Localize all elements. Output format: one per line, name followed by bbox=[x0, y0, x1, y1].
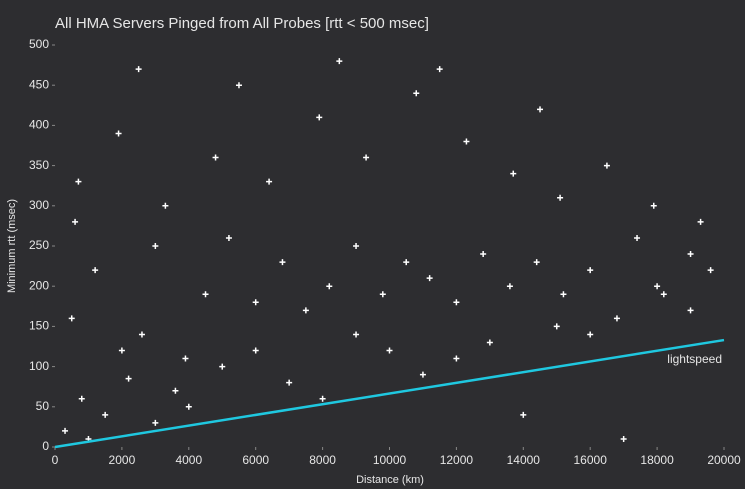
point bbox=[138, 331, 145, 338]
point bbox=[620, 435, 627, 442]
x-tick-label: 14000 bbox=[507, 453, 541, 467]
point bbox=[687, 251, 694, 258]
point bbox=[162, 202, 169, 209]
point bbox=[520, 411, 527, 418]
point bbox=[533, 259, 540, 266]
point bbox=[336, 58, 343, 65]
point bbox=[537, 106, 544, 113]
point bbox=[687, 307, 694, 314]
point bbox=[78, 395, 85, 402]
point bbox=[125, 375, 132, 382]
lightspeed-line bbox=[54, 338, 725, 449]
y-tick-label: 300 bbox=[29, 198, 49, 212]
point bbox=[212, 154, 219, 161]
point bbox=[650, 202, 657, 209]
point bbox=[266, 178, 273, 185]
point bbox=[613, 315, 620, 322]
lightspeed-label: lightspeed bbox=[667, 352, 722, 366]
point bbox=[302, 307, 309, 314]
point bbox=[654, 283, 661, 290]
point bbox=[172, 387, 179, 394]
x-tick-label: 18000 bbox=[640, 453, 674, 467]
x-tick-label: 12000 bbox=[440, 453, 474, 467]
point bbox=[480, 251, 487, 258]
y-tick-label: 50 bbox=[36, 399, 50, 413]
point bbox=[506, 283, 513, 290]
point bbox=[92, 267, 99, 274]
x-tick-label: 6000 bbox=[242, 453, 269, 467]
point bbox=[463, 138, 470, 145]
point bbox=[379, 291, 386, 298]
point bbox=[316, 114, 323, 121]
point bbox=[202, 291, 209, 298]
point bbox=[185, 403, 192, 410]
point bbox=[697, 218, 704, 225]
y-tick-label: 0 bbox=[42, 439, 49, 453]
point bbox=[634, 234, 641, 241]
point bbox=[353, 331, 360, 338]
point bbox=[118, 347, 125, 354]
x-tick-label: 0 bbox=[52, 453, 59, 467]
point bbox=[486, 339, 493, 346]
y-tick-label: 200 bbox=[29, 278, 49, 292]
y-tick-label: 150 bbox=[29, 319, 49, 333]
x-tick-label: 20000 bbox=[707, 453, 741, 467]
point bbox=[453, 299, 460, 306]
y-tick-label: 350 bbox=[29, 158, 49, 172]
point bbox=[419, 371, 426, 378]
y-tick-label: 400 bbox=[29, 118, 49, 132]
point bbox=[182, 355, 189, 362]
x-tick-label: 10000 bbox=[373, 453, 407, 467]
x-axis-label: Distance (km) bbox=[356, 474, 424, 486]
point bbox=[510, 170, 517, 177]
point bbox=[660, 291, 667, 298]
point bbox=[560, 291, 567, 298]
y-tick-label: 250 bbox=[29, 238, 49, 252]
point bbox=[353, 243, 360, 249]
x-tick-label: 2000 bbox=[109, 453, 136, 467]
point bbox=[252, 347, 259, 354]
y-tick-label: 450 bbox=[29, 77, 49, 91]
point bbox=[102, 411, 109, 418]
point bbox=[403, 259, 410, 266]
y-axis-label: Minimum rtt (msec) bbox=[6, 199, 18, 293]
point bbox=[453, 355, 460, 362]
point bbox=[426, 275, 433, 282]
x-tick-label: 8000 bbox=[309, 453, 336, 467]
y-tick-label: 100 bbox=[29, 359, 49, 373]
point bbox=[135, 66, 142, 73]
x-tick-label: 16000 bbox=[574, 453, 608, 467]
chart-title: All HMA Servers Pinged from All Probes [… bbox=[55, 15, 429, 32]
point bbox=[75, 178, 82, 185]
point bbox=[553, 323, 560, 330]
point bbox=[413, 90, 420, 97]
point bbox=[219, 363, 226, 370]
point bbox=[603, 162, 610, 169]
point bbox=[587, 267, 594, 274]
point bbox=[557, 194, 564, 201]
point bbox=[252, 299, 259, 306]
point bbox=[279, 259, 286, 266]
point bbox=[319, 395, 326, 402]
point bbox=[152, 243, 159, 249]
point bbox=[225, 234, 232, 241]
point bbox=[436, 66, 443, 73]
y-tick-label: 500 bbox=[29, 37, 49, 51]
x-tick-label: 4000 bbox=[175, 453, 202, 467]
point bbox=[68, 315, 75, 322]
point bbox=[587, 331, 594, 338]
point bbox=[152, 419, 159, 426]
point bbox=[326, 283, 333, 290]
point bbox=[115, 130, 122, 137]
point bbox=[235, 82, 242, 89]
point bbox=[62, 427, 69, 434]
point bbox=[386, 347, 393, 354]
point bbox=[363, 154, 370, 161]
point bbox=[707, 267, 714, 274]
point bbox=[72, 218, 79, 225]
point bbox=[286, 379, 293, 386]
